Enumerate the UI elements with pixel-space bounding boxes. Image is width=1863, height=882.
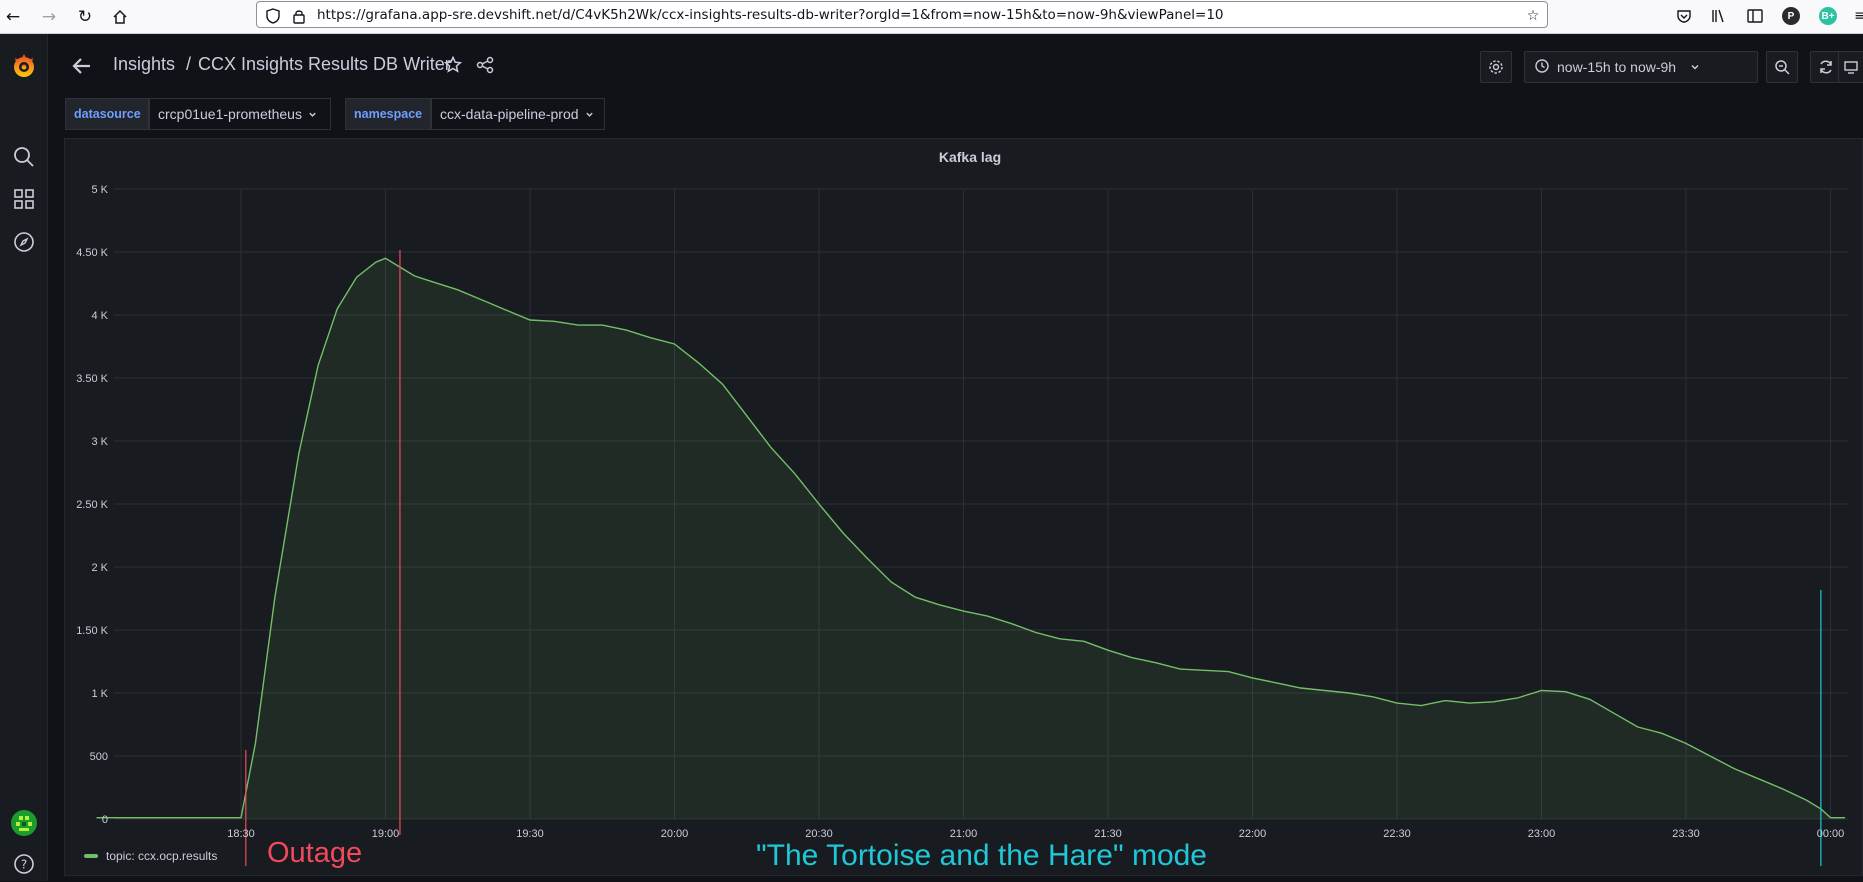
panel-title[interactable]: Kafka lag xyxy=(938,149,1002,165)
extension-badge-icon[interactable]: B+ xyxy=(1819,7,1837,25)
variable-value-namespace: ccx-data-pipeline-prod xyxy=(440,106,579,122)
dashboards-icon[interactable] xyxy=(6,181,42,217)
home-icon[interactable] xyxy=(107,4,133,30)
lock-icon[interactable] xyxy=(289,6,309,26)
grafana-logo-icon[interactable] xyxy=(6,48,42,84)
breadcrumb-folder[interactable]: Insights xyxy=(113,54,176,74)
share-icon[interactable] xyxy=(476,56,496,76)
legend-swatch xyxy=(84,854,98,858)
dashboard-title[interactable]: CCX Insights Results DB Writer xyxy=(198,54,451,74)
svg-text:?: ? xyxy=(21,858,27,872)
shield-icon[interactable] xyxy=(263,6,283,26)
annotation-outage-label: Outage xyxy=(267,837,363,869)
time-range-label: now-15h to now-9h xyxy=(1557,59,1677,75)
user-avatar-icon[interactable] xyxy=(6,805,42,841)
profile-avatar-icon[interactable]: P xyxy=(1782,7,1800,25)
browser-toolbar: ← → ↻ https://grafana.app-sre.devshift.n… xyxy=(0,0,1863,34)
chart-legend[interactable]: topic: ccx.ocp.results xyxy=(84,849,217,863)
pocket-icon[interactable] xyxy=(1674,6,1694,26)
annotation-mode-label: "The Tortoise and the Hare" mode xyxy=(756,839,1207,872)
settings-gear-icon[interactable] xyxy=(1480,51,1512,83)
star-icon[interactable] xyxy=(443,55,464,76)
chevron-down-icon xyxy=(585,106,594,122)
breadcrumb-separator: / xyxy=(186,54,192,74)
search-icon[interactable] xyxy=(6,139,42,175)
url-bar[interactable]: https://grafana.app-sre.devshift.net/d/C… xyxy=(256,1,1548,28)
bookmark-star-icon[interactable]: ☆ xyxy=(1526,8,1540,24)
legend-series-label: topic: ccx.ocp.results xyxy=(106,849,218,863)
sidebar-toggle-icon[interactable] xyxy=(1745,6,1765,26)
back-arrow-icon[interactable] xyxy=(70,54,94,78)
variable-select-namespace[interactable]: ccx-data-pipeline-prod xyxy=(431,98,605,130)
back-arrow-icon[interactable]: ← xyxy=(5,7,21,27)
variable-label-namespace: namespace xyxy=(345,98,431,130)
variable-select-datasource[interactable]: crcp01ue1-prometheus xyxy=(149,98,331,130)
chevron-down-icon xyxy=(1690,59,1700,75)
grafana-sidebar: ? xyxy=(0,34,48,881)
library-icon[interactable] xyxy=(1710,6,1730,26)
url-text[interactable]: https://grafana.app-sre.devshift.net/d/C… xyxy=(317,7,1224,23)
explore-compass-icon[interactable] xyxy=(6,224,42,260)
variable-label-datasource: datasource xyxy=(65,98,149,130)
reload-icon[interactable]: ↻ xyxy=(77,7,93,27)
dashboard-header: Insights / CCX Insights Results DB Write… xyxy=(48,34,1863,98)
help-icon[interactable]: ? xyxy=(6,846,42,882)
clock-icon xyxy=(1535,58,1549,76)
kafka-lag-panel: Kafka lag xyxy=(64,138,1863,876)
menu-icon[interactable]: ≡ xyxy=(1854,8,1863,24)
zoom-out-icon[interactable] xyxy=(1766,51,1798,83)
chevron-down-icon xyxy=(308,106,317,122)
tv-mode-icon[interactable] xyxy=(1838,51,1863,83)
forward-arrow-icon[interactable]: → xyxy=(41,7,57,27)
time-range-picker[interactable]: now-15h to now-9h xyxy=(1524,51,1758,83)
variable-value-datasource: crcp01ue1-prometheus xyxy=(158,106,302,122)
